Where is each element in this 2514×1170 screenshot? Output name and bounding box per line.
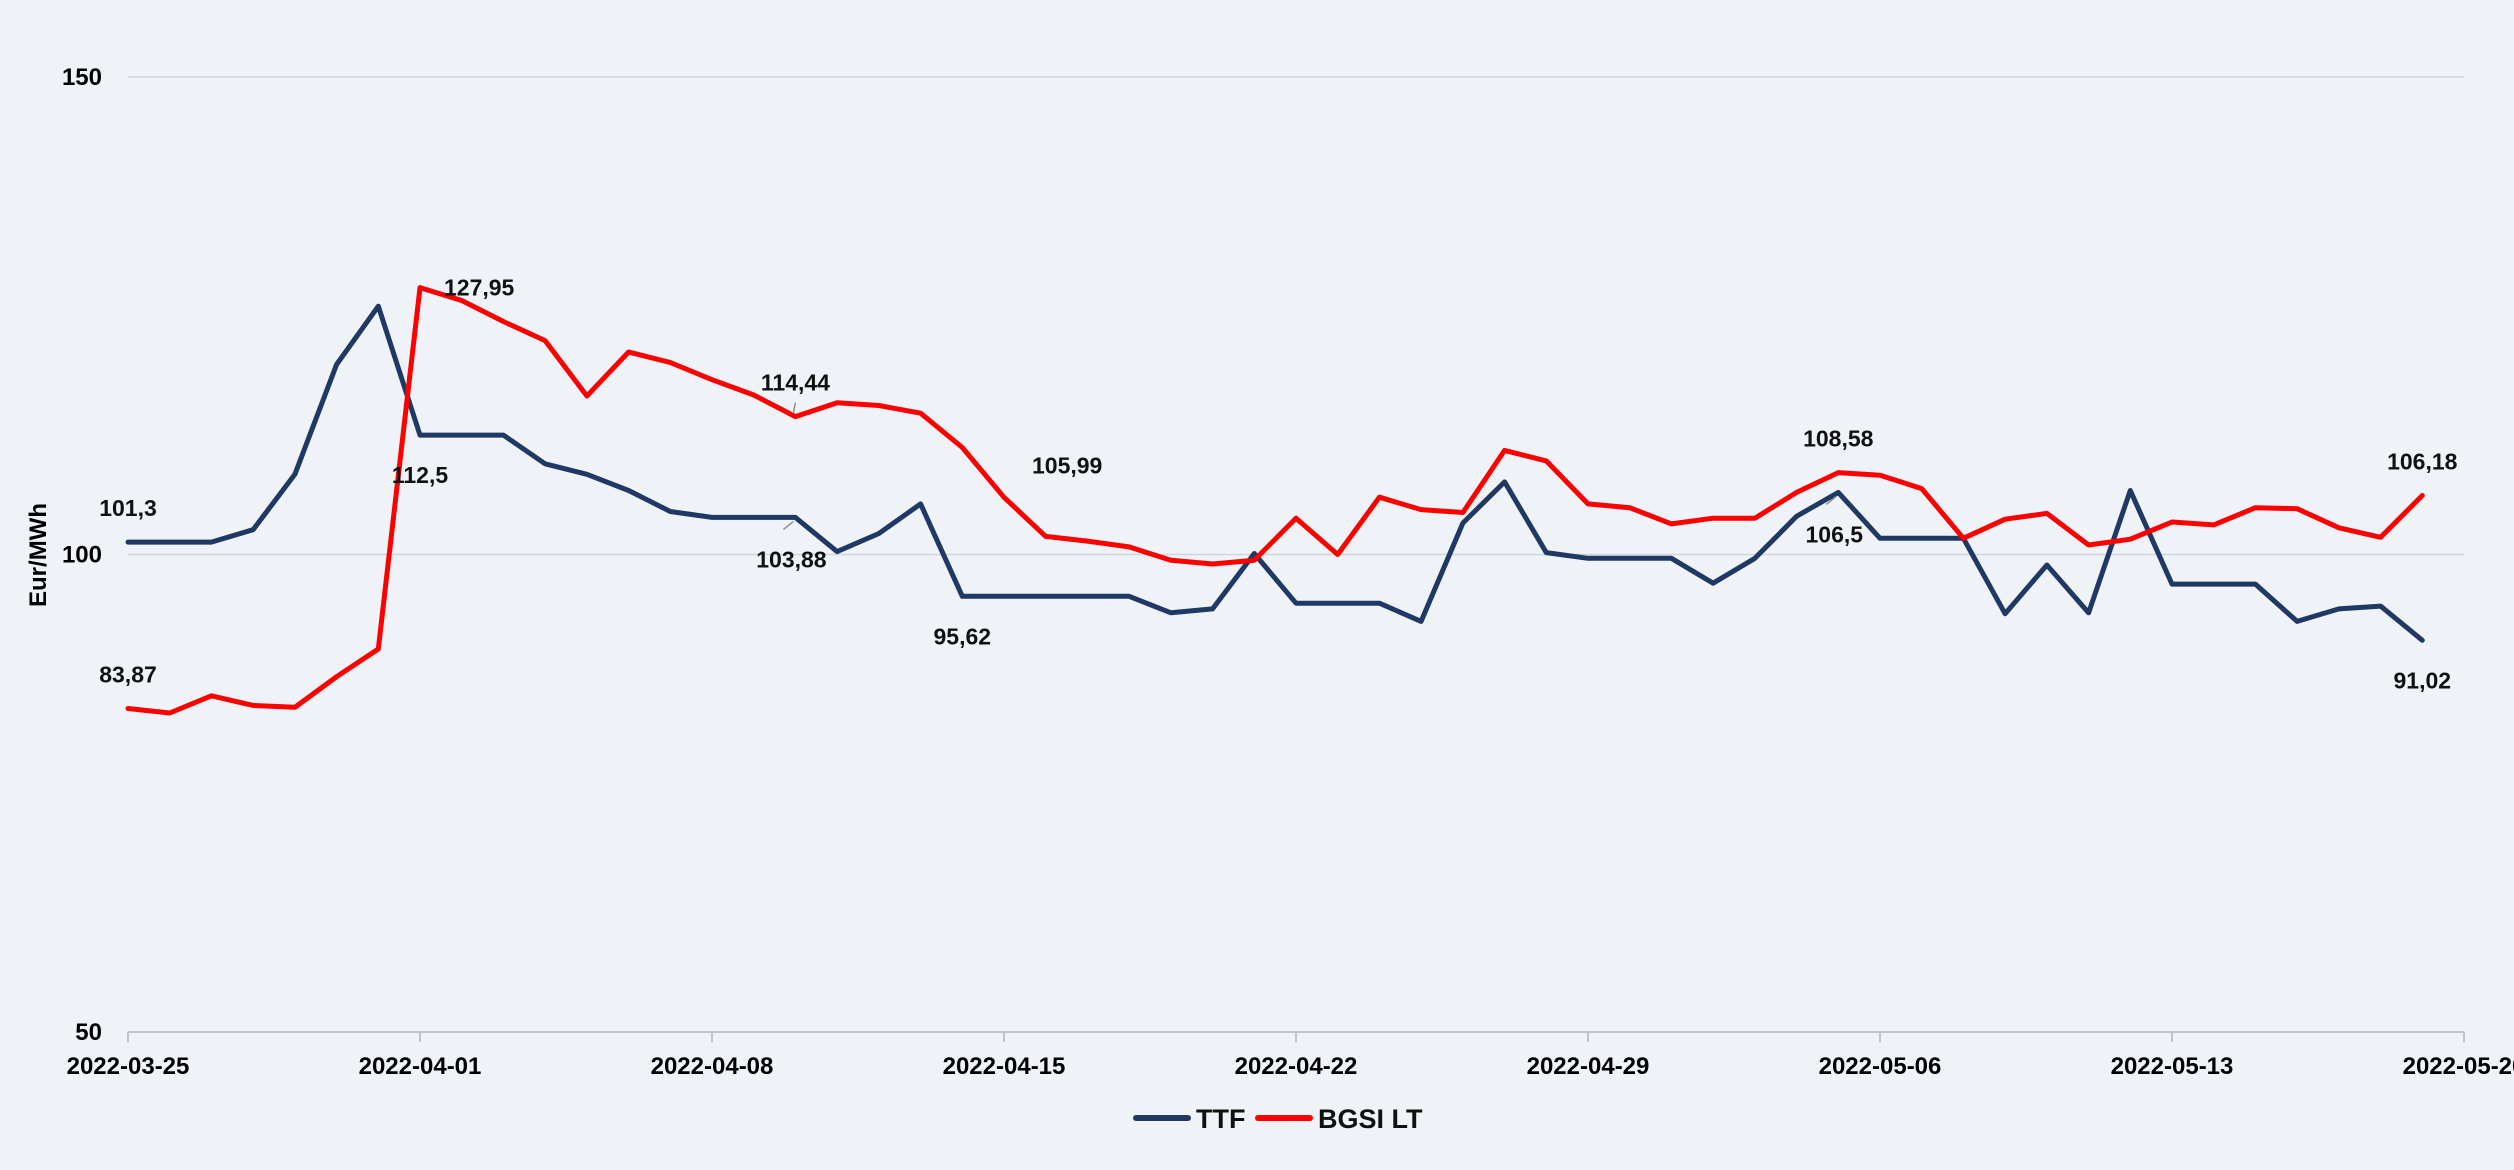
data-label-leader: [782, 520, 794, 531]
legend-label: TTF: [1196, 1104, 1245, 1134]
x-tick-label: 2022-05-06: [1819, 1053, 1942, 1080]
x-tick-label: 2022-04-15: [943, 1053, 1066, 1080]
data-label-leader: [792, 402, 797, 413]
y-tick-label: 50: [75, 1019, 102, 1046]
data-label: 95,62: [934, 623, 992, 649]
series-line-bgsi-lt: [125, 285, 2425, 716]
data-label: 112,5: [392, 462, 448, 488]
data-label: 101,3: [99, 495, 157, 521]
data-label: 106,18: [2387, 448, 2458, 474]
legend-label: BGSI LT: [1318, 1104, 1423, 1134]
data-label: 91,02: [2394, 667, 2452, 693]
series-lines: [125, 285, 2425, 716]
data-label-leader: [1825, 495, 1837, 506]
y-tick-label: 100: [62, 542, 102, 569]
data-label: 108,58: [1803, 426, 1874, 452]
y-tick-label: 150: [62, 64, 102, 91]
data-label: 106,5: [1806, 521, 1864, 547]
x-tick-labels: 2022-03-25 2022-04-01 2022-04-08 2022-04-15…: [67, 1032, 2514, 1080]
y-axis-label: Eur/MWh: [25, 503, 52, 607]
x-tick-label: 2022-04-29: [1527, 1053, 1650, 1080]
series-line-ttf: [125, 303, 2425, 643]
data-label: 105,99: [1032, 452, 1102, 478]
x-tick-label: 2022-04-01: [359, 1053, 482, 1080]
x-tick-label: 2022-05-20: [2403, 1053, 2514, 1080]
data-label: 114,44: [761, 370, 830, 396]
legend: TTF BGSI LT: [1133, 1104, 1423, 1134]
x-tick-label: 2022-04-08: [651, 1053, 774, 1080]
y-tick-labels: 50 100 150: [62, 64, 102, 1046]
data-labels: 101,3 112,5 103,88 95,62 106,5 91,02 83,87 127,…: [99, 275, 2457, 694]
x-tick-label: 2022-04-22: [1235, 1053, 1358, 1080]
x-tick-label: 2022-05-13: [2111, 1053, 2234, 1080]
data-label: 83,87: [99, 662, 157, 688]
gridlines: [128, 76, 2464, 556]
data-label: 103,88: [756, 546, 827, 572]
data-label: 127,95: [444, 275, 515, 301]
x-tick-label: 2022-03-25: [67, 1053, 190, 1080]
